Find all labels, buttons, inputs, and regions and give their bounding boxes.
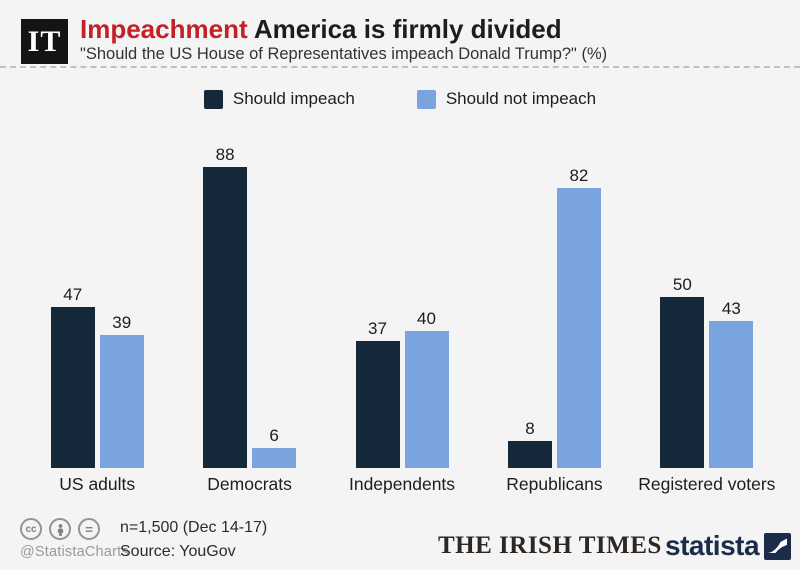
bar <box>252 447 297 468</box>
category-label: Democrats <box>207 474 292 494</box>
bar <box>355 341 400 468</box>
bar <box>203 167 248 468</box>
header-divider <box>0 66 800 68</box>
bar-value-label: 88 <box>215 145 235 164</box>
bar-column: 6 <box>252 425 297 468</box>
bar <box>404 331 449 468</box>
bar-column: 47 <box>50 285 95 468</box>
chart-title: Impeachment America is firmly divided <box>80 14 562 45</box>
statista-charts-handle: @StatistaCharts <box>20 544 129 560</box>
chart-title-highlight: Impeachment <box>80 14 248 44</box>
no-derivatives-icon: = <box>78 518 100 540</box>
chart-legend: Should impeach Should not impeach <box>0 89 800 109</box>
bar-value-label: 39 <box>112 312 132 332</box>
legend-label: Should impeach <box>232 89 355 108</box>
attribution-person-icon <box>49 518 71 540</box>
bar <box>556 187 601 468</box>
bar-column: 43 <box>709 298 754 468</box>
bar <box>507 440 552 468</box>
bar-group: 37 40 Independents <box>326 140 478 494</box>
legend-label: Should not impeach <box>445 89 597 108</box>
legend-swatch-light <box>416 89 436 109</box>
statista-wordmark: statista <box>665 530 760 561</box>
bar-column: 40 <box>404 309 449 468</box>
bar-group: 50 43 Registered voters <box>631 140 783 494</box>
bar-column: 50 <box>660 275 705 468</box>
bar-column: 8 <box>507 418 552 468</box>
bar-value-label: 50 <box>672 275 692 294</box>
bar <box>99 334 144 468</box>
bar-column: 88 <box>203 145 248 468</box>
chart-subtitle: "Should the US House of Representatives … <box>80 45 608 63</box>
irish-times-logo: IT <box>21 19 68 64</box>
cc-icon: cc <box>20 518 42 540</box>
bar-chart: 47 39 US adults 88 6 Democrats 37 40 Independent… <box>21 140 783 495</box>
sample-size-note: n=1,500 (Dec 14-17) <box>120 519 268 536</box>
legend-swatch-dark <box>203 89 223 109</box>
category-label: US adults <box>59 474 136 494</box>
category-label: Independents <box>348 474 456 494</box>
source-note: Source: YouGov <box>120 543 236 560</box>
bar-column: 82 <box>556 165 601 468</box>
legend-item-should-impeach: Should impeach <box>203 89 355 109</box>
statista-logo: statista <box>665 530 792 562</box>
statista-swoosh-icon <box>764 532 792 560</box>
bar-column: 39 <box>99 312 144 468</box>
bar <box>709 320 754 468</box>
bar-group: 47 39 US adults <box>21 140 173 494</box>
irish-times-wordmark: THE IRISH TIMES <box>438 532 662 559</box>
chart-title-rest: America is firmly divided <box>247 14 562 44</box>
bar-group: 8 82 Republicans <box>478 140 630 495</box>
bar-value-label: 82 <box>569 165 589 185</box>
bar-value-label: 37 <box>368 319 387 339</box>
irish-times-logo-text: IT <box>27 24 62 58</box>
bar-value-label: 8 <box>525 418 535 438</box>
category-label: Republicans <box>506 474 603 494</box>
bar-group: 88 6 Democrats <box>173 140 325 494</box>
bar-value-label: 6 <box>269 425 279 445</box>
bar-value-label: 47 <box>63 285 83 305</box>
category-label: Registered voters <box>638 474 776 494</box>
bar-value-label: 40 <box>417 309 436 329</box>
bar <box>50 307 95 468</box>
cc-license-icons: cc = <box>20 518 100 540</box>
bar <box>660 297 705 468</box>
bar-column: 37 <box>355 319 400 468</box>
legend-item-should-not-impeach: Should not impeach <box>416 89 597 109</box>
bar-value-label: 43 <box>721 298 741 318</box>
